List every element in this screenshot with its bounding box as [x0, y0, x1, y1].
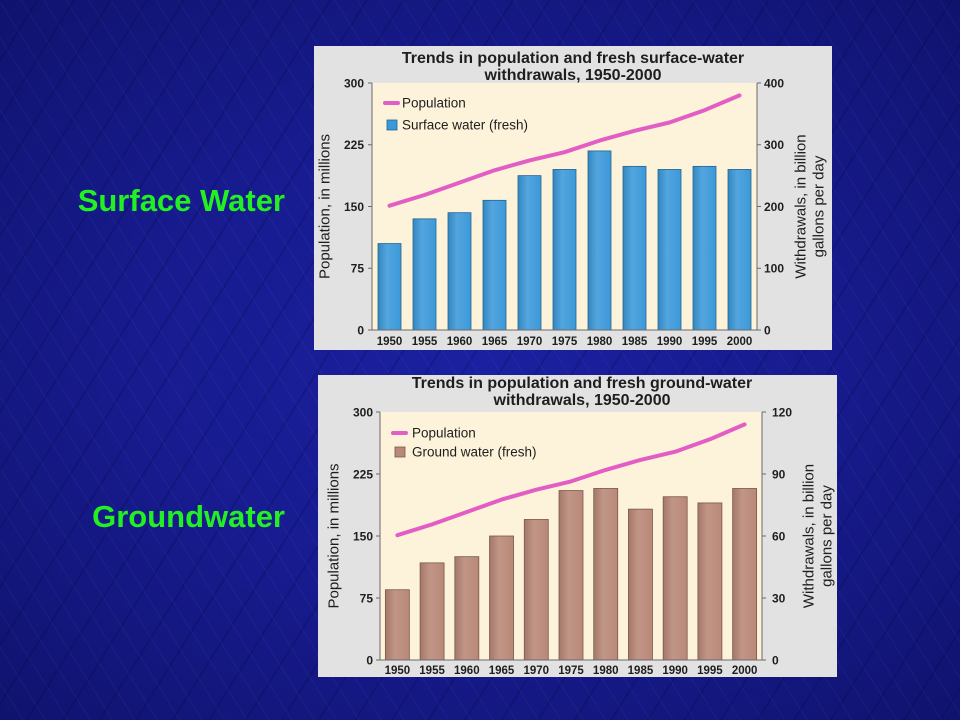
left-y-tick-label: 300 — [353, 405, 373, 419]
groundwater-bar-1990 — [662, 496, 688, 661]
surface-water-chart-svg: Trends in population and fresh surface-w… — [316, 50, 827, 348]
right-axis-label: gallons per day — [810, 155, 827, 257]
left-y-tick-label: 0 — [357, 323, 364, 337]
x-tick-label: 1970 — [523, 665, 549, 677]
legend-label: Ground water (fresh) — [412, 445, 537, 460]
surface-water-bar-1995 — [692, 165, 717, 331]
right-y-tick-label: 300 — [764, 138, 784, 152]
x-tick-label: 1950 — [377, 336, 403, 348]
x-tick-label: 1955 — [412, 336, 438, 348]
groundwater-bar-1995 — [697, 502, 723, 661]
left-axis-label: Population, in millions — [325, 463, 342, 608]
right-axis-label: Withdrawals, in billion — [792, 134, 809, 278]
left-y-tick-label: 225 — [353, 467, 373, 481]
legend-label: Population — [412, 426, 476, 441]
x-tick-label: 1950 — [385, 665, 411, 677]
x-tick-label: 1975 — [552, 336, 578, 348]
x-tick-label: 1970 — [517, 336, 543, 348]
x-tick-label: 1985 — [628, 665, 654, 677]
surface-water-bar-1980 — [587, 150, 612, 331]
legend-label: Surface water (fresh) — [402, 118, 528, 133]
population-line — [395, 422, 747, 538]
groundwater-bar-1965 — [489, 535, 514, 661]
chart-title: Trends in population and fresh ground-wa… — [412, 375, 752, 392]
right-y-tick-label: 200 — [764, 200, 784, 214]
groundwater-bar-1970 — [523, 519, 549, 661]
population-line — [387, 93, 742, 208]
left-y-tick-label: 300 — [344, 76, 364, 90]
x-tick-label: 2000 — [727, 336, 753, 348]
right-axis-label: Withdrawals, in billion — [800, 464, 817, 608]
right-y-tick-label: 100 — [764, 262, 784, 276]
left-y-tick-label: 75 — [360, 591, 374, 605]
chart-title: withdrawals, 1950-2000 — [493, 392, 671, 409]
x-tick-label: 1980 — [587, 336, 613, 348]
groundwater-bar-1950 — [384, 589, 410, 661]
chart-title: withdrawals, 1950-2000 — [484, 67, 662, 84]
surface-water-bar-1990 — [657, 169, 682, 331]
surface-water-bar-1975 — [552, 169, 577, 331]
groundwater-bar-1980 — [593, 488, 619, 661]
right-y-tick-label: 60 — [772, 529, 786, 543]
surface-water-bar-1960 — [447, 212, 472, 331]
legend-label: Population — [402, 96, 466, 111]
groundwater-bar-1985 — [628, 508, 653, 661]
right-y-tick-label: 0 — [764, 323, 771, 337]
right-axis-label: gallons per day — [818, 485, 835, 587]
x-tick-label: 1965 — [482, 336, 508, 348]
groundwater-bar-2000 — [732, 488, 758, 661]
left-y-tick-label: 75 — [351, 262, 365, 276]
surface-water-bar-1955 — [412, 218, 437, 331]
left-y-tick-label: 225 — [344, 138, 364, 152]
chart-title: Trends in population and fresh surface-w… — [402, 50, 744, 67]
groundwater-chart: Trends in population and fresh ground-wa… — [318, 375, 837, 677]
x-tick-label: 1960 — [454, 665, 480, 677]
x-tick-label: 1990 — [662, 665, 688, 677]
surface-water-label: Surface Water — [77, 183, 285, 218]
left-y-tick-label: 150 — [353, 529, 373, 543]
x-tick-label: 1995 — [697, 665, 723, 677]
groundwater-bar-1960 — [454, 556, 480, 661]
x-tick-label: 1965 — [489, 665, 515, 677]
x-tick-label: 1990 — [657, 336, 683, 348]
left-y-tick-label: 0 — [366, 653, 373, 667]
surface-water-bar-1950 — [377, 243, 402, 331]
surface-water-bar-1970 — [517, 175, 542, 331]
left-axis-label: Population, in millions — [316, 134, 333, 279]
right-y-tick-label: 0 — [772, 653, 779, 667]
right-y-tick-label: 120 — [772, 405, 792, 419]
x-tick-label: 1955 — [419, 665, 445, 677]
groundwater-label: Groundwater — [92, 499, 285, 534]
surface-water-bar-2000 — [727, 169, 752, 331]
surface-water-chart: Trends in population and fresh surface-w… — [314, 46, 832, 350]
x-tick-label: 1995 — [692, 336, 718, 348]
surface-water-bar-1985 — [622, 165, 647, 331]
x-tick-label: 1975 — [558, 665, 584, 677]
x-tick-label: 1985 — [622, 336, 648, 348]
right-y-tick-label: 30 — [772, 591, 786, 605]
right-y-tick-label: 400 — [764, 76, 784, 90]
x-tick-label: 1980 — [593, 665, 619, 677]
groundwater-bar-1955 — [419, 562, 445, 661]
right-y-tick-label: 90 — [772, 467, 786, 481]
legend-bar-swatch — [386, 119, 398, 131]
x-tick-label: 1960 — [447, 336, 473, 348]
x-tick-label: 2000 — [732, 665, 758, 677]
groundwater-chart-svg: Trends in population and fresh ground-wa… — [325, 375, 835, 677]
groundwater-bar-1975 — [558, 490, 584, 661]
left-y-tick-label: 150 — [344, 200, 364, 214]
legend-bar-swatch — [394, 446, 406, 458]
surface-water-bar-1965 — [482, 199, 507, 331]
